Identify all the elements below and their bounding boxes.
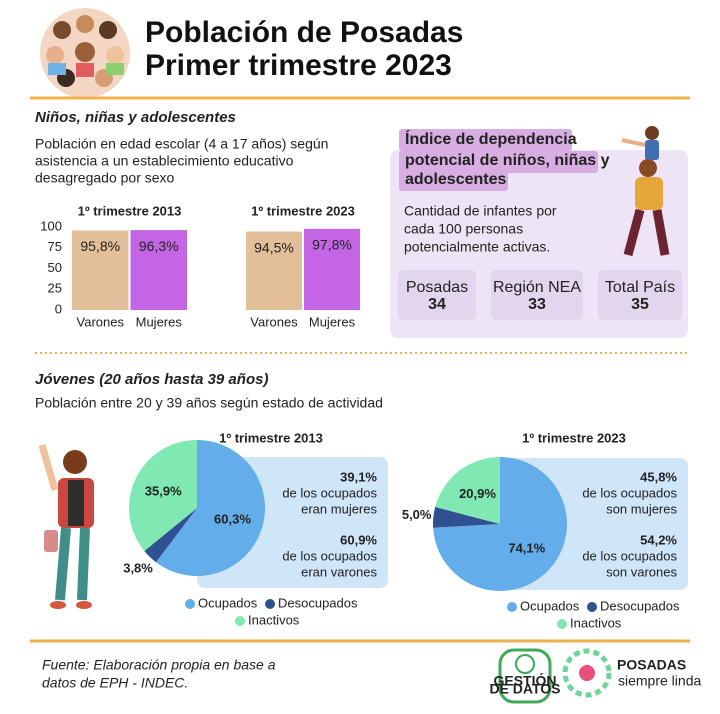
x-tick-label: Varones	[250, 314, 298, 329]
highlight	[399, 168, 508, 191]
bar	[72, 230, 129, 310]
legend-swatch	[587, 602, 597, 612]
legend-swatch	[557, 619, 567, 629]
stat-box	[491, 270, 583, 320]
pie-slice	[433, 506, 500, 528]
pie-slice	[129, 440, 197, 552]
stat-label: Total País	[605, 279, 675, 296]
pie-slice	[433, 457, 567, 591]
y-tick-label: 75	[48, 239, 62, 254]
stat-value: 34	[428, 296, 446, 313]
pie-slice	[156, 440, 266, 576]
value-label: 35,9%	[145, 483, 182, 498]
value-label: 97,8%	[312, 237, 352, 253]
value-label: 20,9%	[459, 486, 496, 501]
stat-label: Posadas	[406, 279, 468, 296]
value-label: 3,8%	[123, 561, 153, 576]
people-illustration	[40, 8, 130, 98]
annotation-value: 39,1%	[340, 469, 377, 484]
y-tick-label: 25	[48, 281, 62, 296]
legend-label: Desocupados	[278, 595, 358, 610]
annotation-text: de los ocupados	[582, 548, 677, 563]
pie-slice	[144, 508, 197, 563]
title-line: Primer trimestre 2023	[145, 49, 452, 82]
section-heading: Jóvenes (20 años hasta 39 años)	[35, 371, 268, 388]
highlight	[399, 151, 598, 173]
stat-label: Región NEA	[493, 279, 581, 296]
chart-title: 1º trimestre 2023	[522, 430, 626, 445]
logo-text: DE DATOS	[489, 681, 560, 697]
y-tick-label: 0	[55, 301, 62, 316]
description-line: asistencia a un establecimiento educativ…	[35, 153, 294, 169]
bar	[130, 230, 187, 310]
stat-value: 33	[528, 296, 546, 313]
legend-swatch	[507, 602, 517, 612]
annotation-text: de los ocupados	[282, 485, 377, 500]
logo-tagline: siempre linda	[618, 673, 701, 689]
logo-posadas	[562, 648, 612, 698]
dependency-title: potencial de niños, niñas y	[405, 152, 610, 169]
highlight	[399, 129, 572, 151]
annotation-text: son varones	[606, 564, 677, 579]
value-label: 96,3%	[139, 238, 179, 254]
legend-swatch	[185, 599, 195, 609]
annotation-text: de los ocupados	[282, 548, 377, 563]
man-child-illustration	[621, 126, 670, 257]
description-line: Población en edad escolar (4 a 17 años) …	[35, 136, 328, 152]
legend-label: Ocupados	[198, 595, 258, 610]
value-label: 74,1%	[508, 541, 545, 556]
legend-swatch	[265, 599, 275, 609]
title-line: Población de Posadas	[145, 16, 463, 49]
annotation-text: son mujeres	[606, 501, 677, 516]
dependency-description: cada 100 personas	[404, 221, 523, 237]
dependency-title: Índice de dependencia	[405, 129, 577, 148]
logo-text: GESTIÓN	[493, 672, 556, 689]
logo-gestion	[498, 648, 552, 704]
y-tick-label: 100	[40, 218, 62, 233]
legend-label: Inactivos	[248, 612, 300, 627]
x-tick-label: Varones	[77, 314, 125, 329]
annotation-text: eran mujeres	[301, 501, 377, 516]
young-man-illustration	[38, 444, 94, 609]
dependency-description: Cantidad de infantes por	[404, 203, 557, 219]
annotation-text: eran varones	[301, 564, 377, 579]
legend-swatch	[235, 616, 245, 626]
value-label: 95,8%	[80, 238, 120, 254]
bar	[246, 231, 302, 310]
x-tick-label: Mujeres	[136, 314, 183, 329]
dependency-title: adolescentes	[405, 171, 506, 188]
chart-title: 1º trimestre 2013	[78, 203, 182, 218]
stat-value: 35	[631, 296, 649, 313]
annotation-value: 45,8%	[640, 469, 677, 484]
stat-box	[598, 270, 682, 320]
description-line: desagregado por sexo	[35, 170, 175, 186]
chart-title: 1º trimestre 2013	[219, 430, 323, 445]
source-line: Fuente: Elaboración propia en base a	[42, 657, 276, 673]
value-label: 94,5%	[254, 239, 294, 255]
legend-label: Ocupados	[520, 598, 580, 613]
y-tick-label: 50	[48, 260, 62, 275]
logo-name: POSADAS	[617, 657, 686, 673]
annotation-value: 60,9%	[340, 532, 377, 547]
bar	[304, 228, 360, 310]
value-label: 60,3%	[214, 511, 251, 526]
section-heading: Niños, niñas y adolescentes	[35, 109, 236, 126]
description: Población entre 20 y 39 años según estad…	[35, 395, 383, 411]
stat-box	[398, 270, 476, 320]
annotation-text: de los ocupados	[582, 485, 677, 500]
dependency-description: potencialmente activas.	[404, 239, 550, 255]
legend-label: Inactivos	[570, 615, 622, 630]
chart-title: 1º trimestre 2023	[251, 203, 355, 218]
x-tick-label: Mujeres	[309, 314, 356, 329]
value-label: 5,0%	[402, 507, 432, 522]
pie-slice	[435, 457, 500, 524]
annotation-value: 54,2%	[640, 532, 677, 547]
source-line: datos de EPH - INDEC.	[42, 675, 188, 691]
legend-label: Desocupados	[600, 598, 680, 613]
